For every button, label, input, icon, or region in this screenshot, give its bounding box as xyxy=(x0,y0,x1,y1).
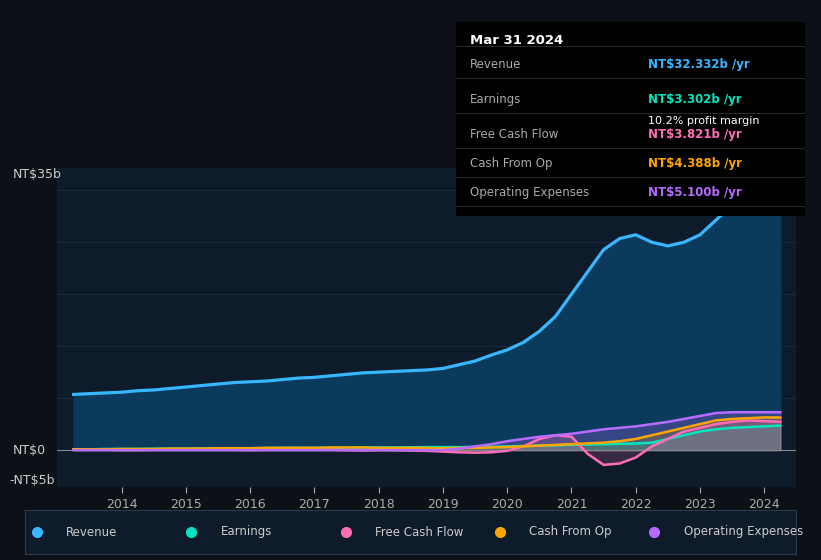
Text: NT$0: NT$0 xyxy=(13,444,46,456)
Text: NT$5.100b /yr: NT$5.100b /yr xyxy=(648,186,741,199)
Text: Revenue: Revenue xyxy=(470,58,521,72)
Text: NT$32.332b /yr: NT$32.332b /yr xyxy=(648,58,750,72)
Text: Operating Expenses: Operating Expenses xyxy=(684,525,803,539)
Text: Cash From Op: Cash From Op xyxy=(530,525,612,539)
Text: Free Cash Flow: Free Cash Flow xyxy=(375,525,463,539)
Text: NT$3.821b /yr: NT$3.821b /yr xyxy=(648,128,741,141)
Text: NT$4.388b /yr: NT$4.388b /yr xyxy=(648,157,741,170)
Text: -NT$5b: -NT$5b xyxy=(10,474,55,487)
Text: NT$35b: NT$35b xyxy=(13,168,62,181)
Text: Free Cash Flow: Free Cash Flow xyxy=(470,128,558,141)
Text: Earnings: Earnings xyxy=(470,93,521,106)
Text: Revenue: Revenue xyxy=(67,525,117,539)
Text: Mar 31 2024: Mar 31 2024 xyxy=(470,34,563,47)
Text: Operating Expenses: Operating Expenses xyxy=(470,186,589,199)
Text: Earnings: Earnings xyxy=(221,525,272,539)
Text: NT$3.302b /yr: NT$3.302b /yr xyxy=(648,93,741,106)
Text: 10.2% profit margin: 10.2% profit margin xyxy=(648,116,759,126)
Text: Cash From Op: Cash From Op xyxy=(470,157,552,170)
